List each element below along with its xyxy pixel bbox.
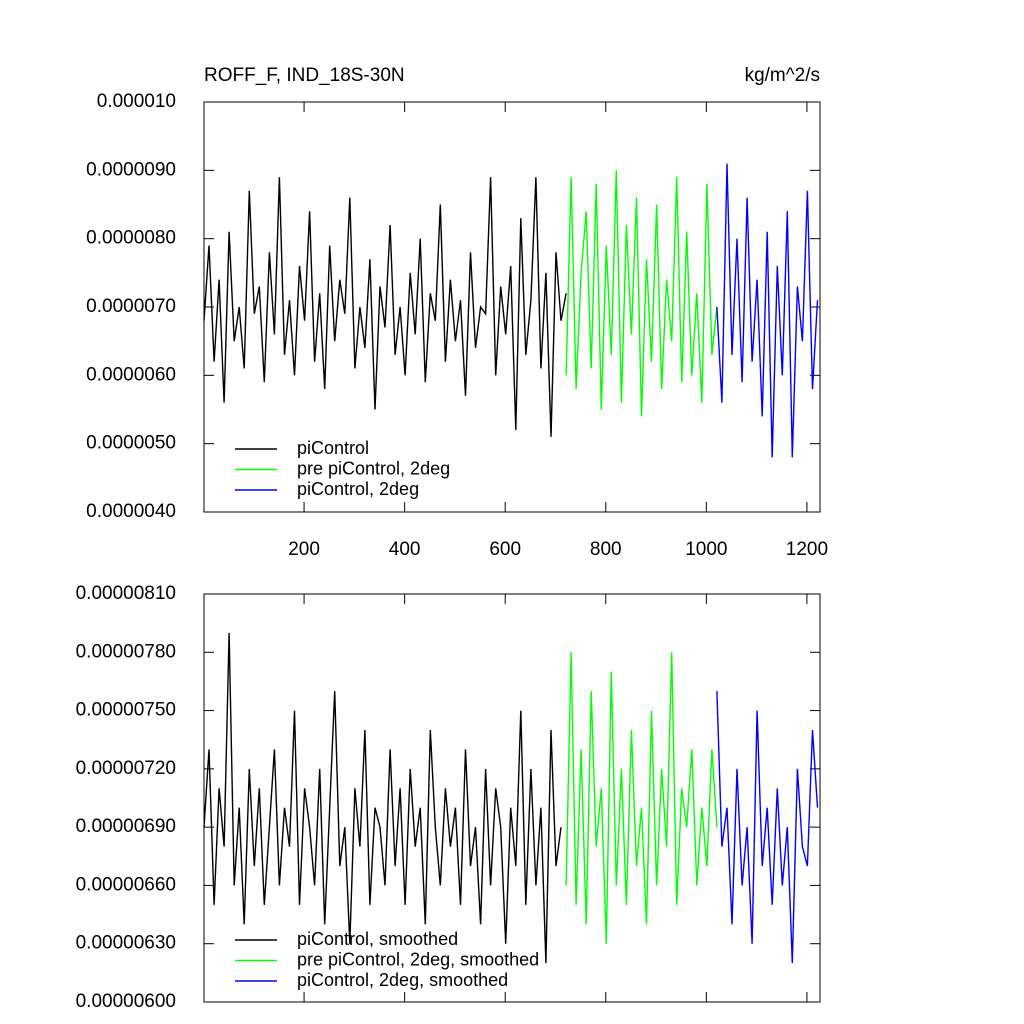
legend-label: piControl bbox=[297, 438, 369, 458]
x-tick-label: 400 bbox=[389, 539, 421, 560]
y-tick-label: 0.0000070 bbox=[86, 296, 176, 317]
x-tick-label: 800 bbox=[590, 539, 622, 560]
data-line bbox=[565, 170, 718, 417]
plot-frame bbox=[203, 593, 821, 1003]
y-tick-label: 0.00000750 bbox=[76, 700, 176, 721]
units-label: kg/m^2/s bbox=[745, 65, 820, 86]
y-tick-label: 0.00000810 bbox=[76, 583, 176, 604]
y-tick-label: 0.00000660 bbox=[76, 874, 176, 895]
x-tick-label: 1200 bbox=[786, 539, 828, 560]
data-line bbox=[716, 691, 819, 964]
legend-label: piControl, 2deg, smoothed bbox=[297, 970, 508, 990]
y-tick-label: 0.0000050 bbox=[86, 433, 176, 454]
y-tick-label: 0.0000080 bbox=[86, 228, 176, 249]
y-tick-label: 0.00000780 bbox=[76, 641, 176, 662]
chart-title: ROFF_F, IND_18S-30N bbox=[204, 65, 405, 86]
y-tick-label: 0.0000040 bbox=[86, 501, 176, 522]
x-tick-label: 200 bbox=[288, 539, 320, 560]
legend-label: pre piControl, 2deg bbox=[297, 458, 450, 478]
y-tick-label: 0.00000630 bbox=[76, 933, 176, 954]
data-line bbox=[565, 652, 718, 944]
legend-label: piControl, 2deg bbox=[297, 479, 419, 499]
y-tick-label: 0.00000600 bbox=[76, 991, 176, 1012]
y-tick-label: 0.00000690 bbox=[76, 816, 176, 837]
data-line bbox=[203, 632, 562, 964]
data-line bbox=[203, 177, 567, 437]
y-tick-label: 0.0000090 bbox=[86, 159, 176, 180]
x-tick-label: 1000 bbox=[685, 539, 727, 560]
y-tick-label: 0.000010 bbox=[97, 91, 176, 112]
y-tick-label: 0.00000720 bbox=[76, 758, 176, 779]
legend-label: piControl, smoothed bbox=[297, 929, 458, 949]
x-tick-label: 600 bbox=[489, 539, 521, 560]
legend-label: pre piControl, 2deg, smoothed bbox=[297, 949, 539, 969]
data-line bbox=[716, 163, 819, 458]
y-tick-label: 0.0000060 bbox=[86, 364, 176, 385]
